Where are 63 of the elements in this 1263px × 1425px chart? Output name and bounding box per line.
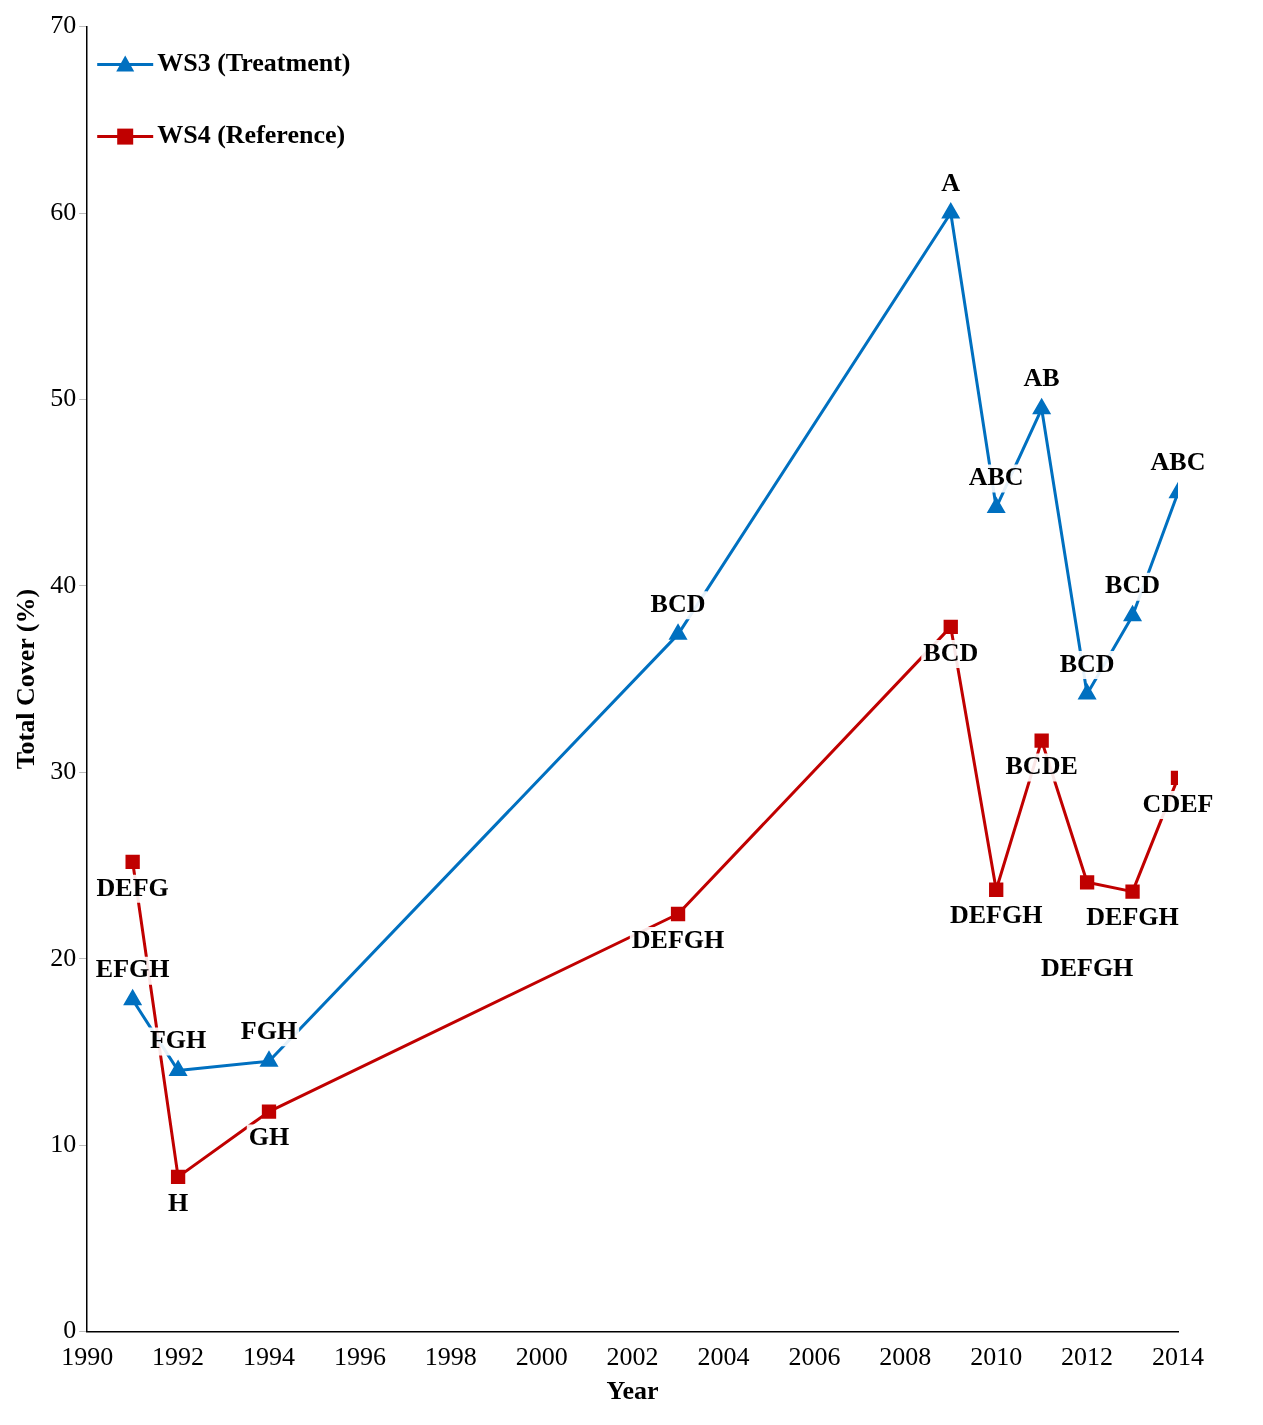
y-tick-label: 70 [50,10,77,40]
point [1124,606,1141,622]
annotation: BCDE [1005,751,1078,781]
annotation: DEFGH [631,924,725,954]
point [1079,875,1095,890]
x-tick-label: 1994 [243,1342,295,1372]
y-tick-label: 50 [50,383,77,413]
x-tick-label: 1996 [333,1342,386,1372]
annotation: EFGH [95,954,170,984]
annotation: AB [1023,363,1060,393]
x-tick-label: 2004 [697,1342,750,1372]
annotation: CDEF [1142,788,1214,818]
annotation: BCD [1059,648,1115,678]
annotation: ABC [968,462,1024,492]
x-tick-label: 1992 [152,1342,205,1372]
point [1078,684,1096,700]
point [260,1051,278,1067]
point [1034,733,1049,748]
x-tick-label: 2014 [1152,1342,1204,1372]
point [669,624,687,640]
x-tick-label: 2000 [515,1342,568,1372]
point [987,498,1005,514]
point [943,619,958,635]
point [1125,884,1140,899]
x-tick-label: 1998 [424,1342,477,1372]
x-tick-label: 2006 [788,1342,841,1372]
x-tick-label: 2012 [1061,1342,1114,1372]
point [125,854,140,869]
x-tick-label: 2010 [970,1342,1023,1372]
annotation: ABC [1150,447,1206,477]
x-tick-label: 2008 [879,1342,932,1372]
legend-label: WS3 (Treatment) [157,48,351,78]
y-tick-label: 40 [50,569,77,599]
annotation: DEFGH [1040,953,1134,983]
point [261,1104,277,1119]
annotation: DEFGH [1086,902,1179,932]
y-tick-label: 20 [50,942,77,972]
annotation: BCD [1105,570,1160,600]
annotation: DEFGH [949,900,1043,930]
y-tick-label: 60 [50,196,77,226]
x-tick-label: 1990 [61,1342,114,1372]
point [124,990,142,1006]
y-tick-label: 0 [63,1315,77,1345]
point [670,906,686,922]
point [942,203,960,219]
annotation: FGH [240,1016,298,1045]
point [169,1061,187,1077]
annotation: DEFG [96,872,169,902]
annotation: BCD [923,637,979,667]
annotation: GH [248,1122,290,1152]
annotation: H [167,1187,189,1217]
annotation: BCD [650,589,706,619]
y-tick-label: 10 [50,1129,77,1158]
point [989,882,1004,897]
annotation: A [941,167,961,197]
point [170,1169,186,1185]
annotation: FGH [149,1025,207,1055]
y-tick-label: 30 [50,756,77,786]
x-tick-label: 2002 [606,1342,659,1372]
legend-label: WS4 (Reference) [157,120,346,150]
x-axis-title: Year [606,1376,659,1406]
point [1033,399,1051,415]
y-axis-title: Total Cover (%) [11,588,41,770]
